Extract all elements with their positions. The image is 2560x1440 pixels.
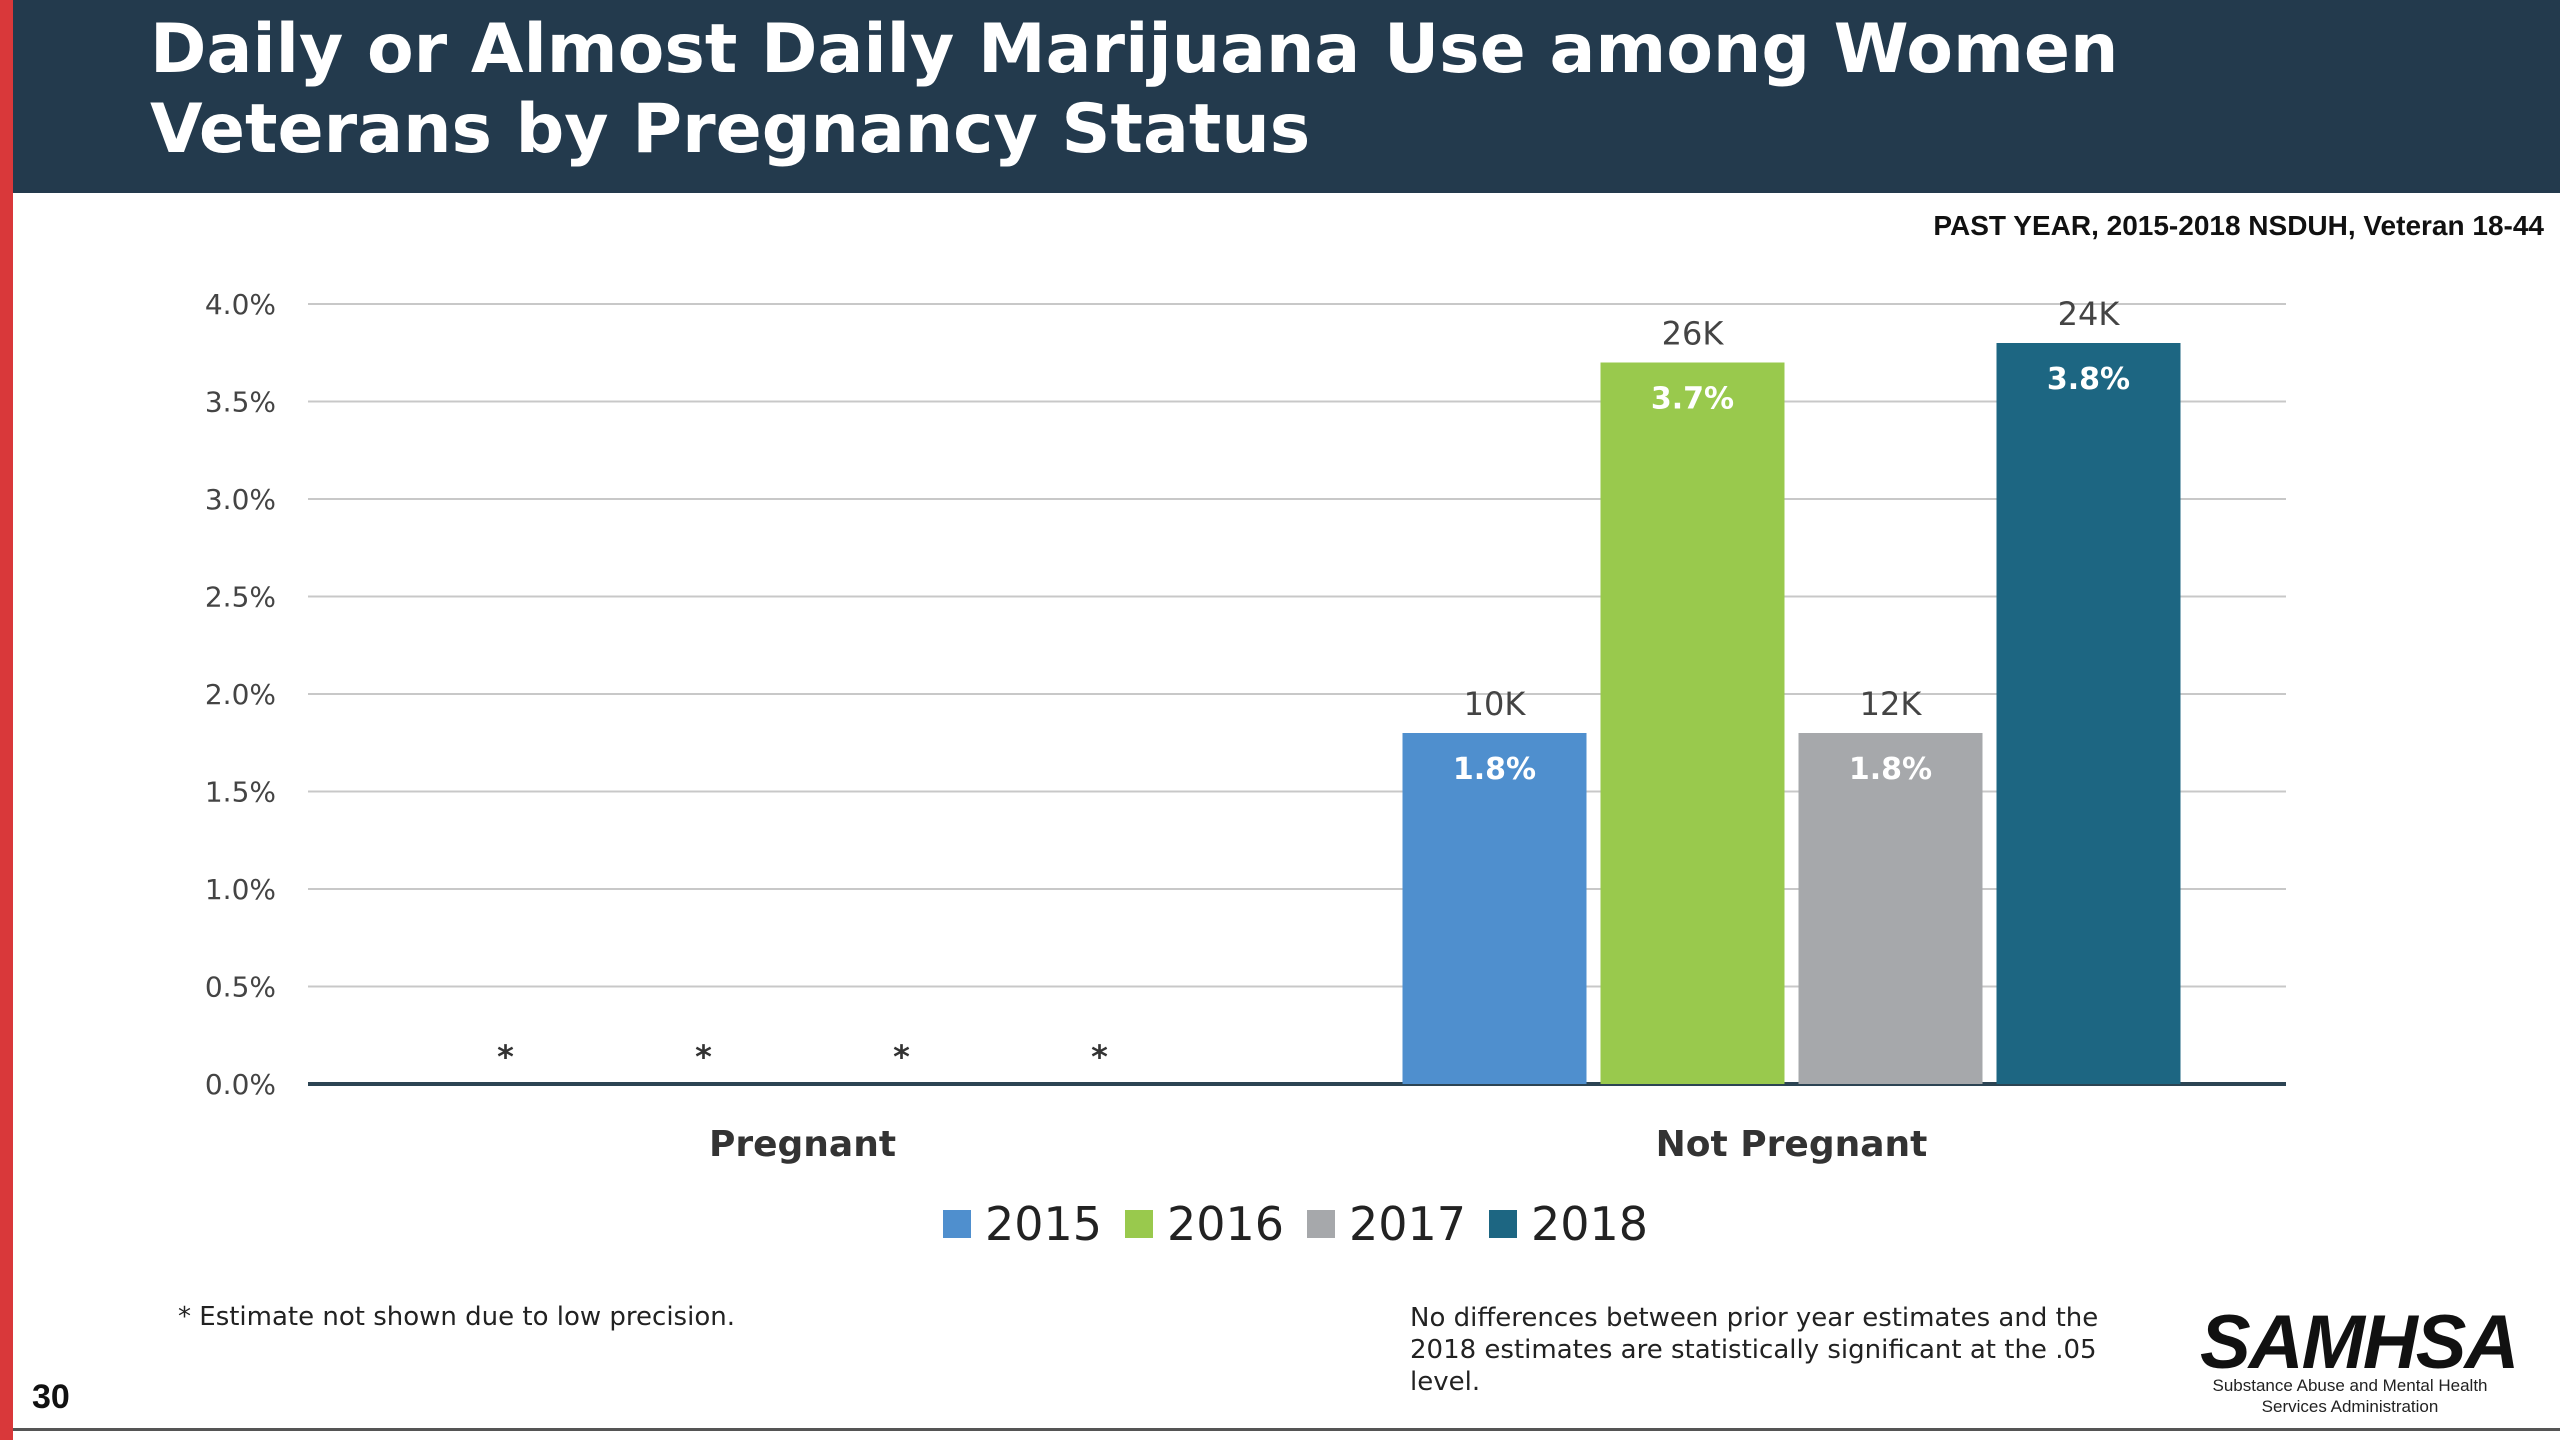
- legend-swatch: [1125, 1210, 1153, 1238]
- y-tick-label: 1.5%: [205, 776, 276, 809]
- count-label: 24K: [2058, 295, 2121, 333]
- count-label: 26K: [1662, 315, 1725, 353]
- bottom-rule: [13, 1428, 2560, 1431]
- samhsa-logo: SAMHSA Substance Abuse and Mental Health…: [2200, 1300, 2519, 1423]
- logo-tagline-line1: Substance Abuse and Mental Health: [2212, 1376, 2488, 1395]
- y-tick-label: 3.5%: [205, 386, 276, 419]
- value-label: 1.8%: [1453, 752, 1536, 787]
- y-tick-label: 4.0%: [205, 288, 276, 321]
- data-labels: * * * * 1.8% 10K 3.7% 26K 1.8% 12K 3.8% 24K: [497, 295, 2130, 1076]
- y-axis-ticks: 0.0% 0.5% 1.0% 1.5% 2.0% 2.5% 3.0% 3.5% 4.0%: [205, 288, 276, 1101]
- page-number: 30: [32, 1378, 70, 1416]
- bars: [1402, 343, 2181, 1084]
- logo-tagline: Substance Abuse and Mental Health Servic…: [2200, 1375, 2500, 1417]
- legend: 2015 2016 2017 2018: [943, 1197, 1648, 1251]
- legend-label: 2016: [1167, 1197, 1284, 1251]
- footnote-significance: No differences between prior year estima…: [1410, 1303, 2099, 1397]
- bar-2015: [1402, 733, 1587, 1084]
- legend-label: 2015: [985, 1197, 1102, 1251]
- y-tick-label: 0.0%: [205, 1068, 276, 1101]
- bar-chart: 0.0%0.5%1.0%1.5%2.0%2.5%3.0%3.5%4.0% * * *…: [205, 288, 2286, 1251]
- legend-label: 2017: [1349, 1197, 1466, 1251]
- value-label: 3.8%: [2047, 362, 2130, 397]
- bar-2018: [1996, 343, 2181, 1084]
- suppressed-marker: *: [1091, 1038, 1108, 1076]
- suppressed-marker: *: [893, 1038, 910, 1076]
- count-label: 12K: [1860, 685, 1923, 723]
- category-label: Not Pregnant: [1656, 1124, 1928, 1165]
- logo-wordmark: SAMHSA: [2200, 1300, 2519, 1385]
- y-tick-label: 2.0%: [205, 678, 276, 711]
- legend-label: 2018: [1531, 1197, 1648, 1251]
- legend-swatch: [943, 1210, 971, 1238]
- logo-tagline-line2: Services Administration: [2261, 1397, 2439, 1416]
- value-label: 3.7%: [1651, 382, 1734, 417]
- legend-swatch: [1489, 1210, 1517, 1238]
- category-label: Pregnant: [709, 1124, 896, 1165]
- legend-swatch: [1307, 1210, 1335, 1238]
- count-label: 10K: [1464, 685, 1527, 723]
- y-tick-label: 1.0%: [205, 873, 276, 906]
- suppressed-marker: *: [695, 1038, 712, 1076]
- suppressed-marker: *: [497, 1038, 514, 1076]
- slide-title: Daily or Almost Daily Marijuana Use amon…: [150, 10, 2119, 169]
- gridlines: [308, 303, 2286, 1086]
- y-tick-label: 3.0%: [205, 483, 276, 516]
- y-tick-label: 2.5%: [205, 581, 276, 614]
- title-banner: [13, 0, 2560, 193]
- bar-2017: [1798, 733, 1983, 1084]
- bar-2016: [1600, 362, 1785, 1084]
- x-axis-categories: Pregnant Not Pregnant: [709, 1124, 1927, 1165]
- chart-subtitle: PAST YEAR, 2015-2018 NSDUH, Veteran 18-4…: [1933, 210, 2544, 241]
- y-tick-label: 0.5%: [205, 971, 276, 1004]
- footnote-low-precision: * Estimate not shown due to low precisio…: [178, 1302, 735, 1332]
- value-label: 1.8%: [1849, 752, 1932, 787]
- accent-bar: [0, 0, 13, 1440]
